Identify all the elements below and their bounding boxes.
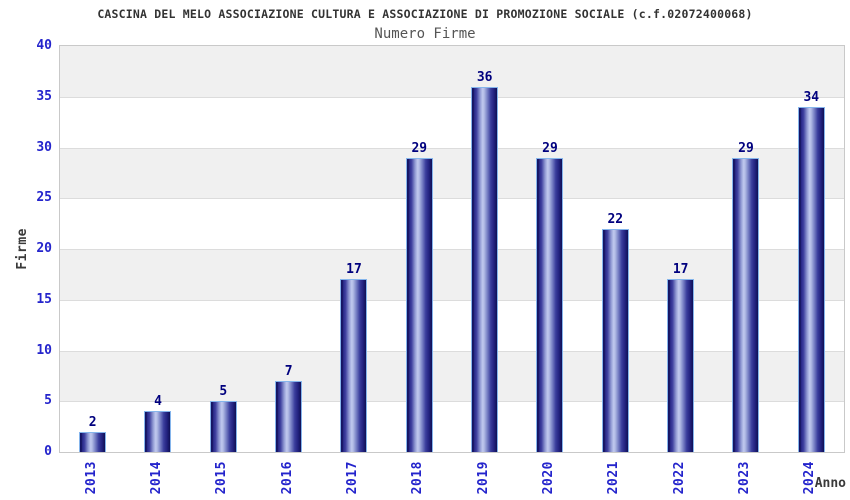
bar-group: 22 [583,46,648,452]
y-tick-label: 35 [36,88,52,104]
bar [79,432,107,452]
bar [797,107,825,452]
gridline [60,147,844,149]
bar [601,229,629,452]
bar [732,158,760,452]
y-axis-ticks: 0 5 10 15 20 25 30 35 40 [0,38,52,459]
grid-band [60,96,844,148]
x-tick-label: 2019 [475,461,491,495]
bar [144,411,172,452]
gridline [60,350,844,352]
x-tick-label: 2023 [737,461,752,495]
bar-group: 17 [321,46,386,452]
gridline [60,401,844,403]
x-axis-label: Anno [814,476,846,491]
grid-band [60,401,844,452]
bar-group: 4 [125,46,190,452]
bar-group: 29 [517,46,582,452]
bar [536,158,564,452]
y-tick-label: 40 [36,38,52,53]
bar-group: 7 [256,46,321,452]
bar-value-label: 4 [154,394,162,409]
bar-group: 17 [648,46,713,452]
bar-value-label: 7 [284,364,293,379]
bar-group: 29 [713,46,778,452]
x-axis-ticks: 2013 2014 2015 2016 2017 2018 2019 2020 2021 2022… [59,461,845,500]
bar-group: 34 [779,46,844,452]
y-tick-label: 5 [44,393,52,409]
bar [340,279,368,452]
x-tick-label: 2013 [83,461,99,495]
x-tick-label: 2018 [410,461,426,495]
bar-value-label: 2 [88,415,97,430]
bar-value-label: 5 [219,384,228,399]
gridline [60,96,844,98]
bar-value-label: 22 [607,212,624,227]
bar-group: 5 [191,46,256,452]
x-tick-label: 2015 [214,461,230,495]
x-tick-label: 2022 [671,461,687,495]
gridline [60,198,844,200]
grid-band [60,350,844,402]
x-tick-label: 2016 [279,461,295,495]
bar [275,381,303,452]
gridline [60,299,844,301]
bar-group: 2 [60,46,125,452]
bar-value-label: 29 [411,141,428,156]
bar [405,158,433,452]
x-tick-label: 2014 [149,461,164,495]
y-tick-label: 30 [36,139,52,155]
x-tick-label: 2020 [541,461,556,495]
grid-band [60,198,844,249]
grid-band [60,249,844,300]
x-tick-label: 2021 [606,461,622,495]
bar-group: 29 [387,46,452,452]
grid-band [60,46,844,97]
y-tick-label: 10 [36,342,52,358]
grid-band [60,147,844,199]
y-tick-label: 25 [36,190,52,206]
y-tick-label: 20 [36,241,52,256]
chart-subtitle: Numero Firme [374,26,476,42]
bar-group: 36 [452,46,517,452]
bar-value-label: 29 [542,141,558,156]
bar-value-label: 36 [476,70,493,85]
plot-area: 2 4 5 7 17 29 36 29 22 17 29 34 [59,45,845,453]
gridline [60,249,844,250]
bar-value-label: 29 [738,141,754,156]
bar [667,279,695,452]
chart-title: CASCINA DEL MELO ASSOCIAZIONE CULTURA E … [97,7,753,21]
bar [471,87,499,452]
bar [209,401,237,452]
bar-value-label: 17 [672,262,689,277]
grid-band [60,299,844,351]
y-tick-label: 0 [44,444,52,459]
bar-value-label: 34 [803,90,820,105]
x-tick-label: 2017 [345,461,360,495]
bar-value-label: 17 [346,262,362,277]
y-tick-label: 15 [36,291,52,307]
